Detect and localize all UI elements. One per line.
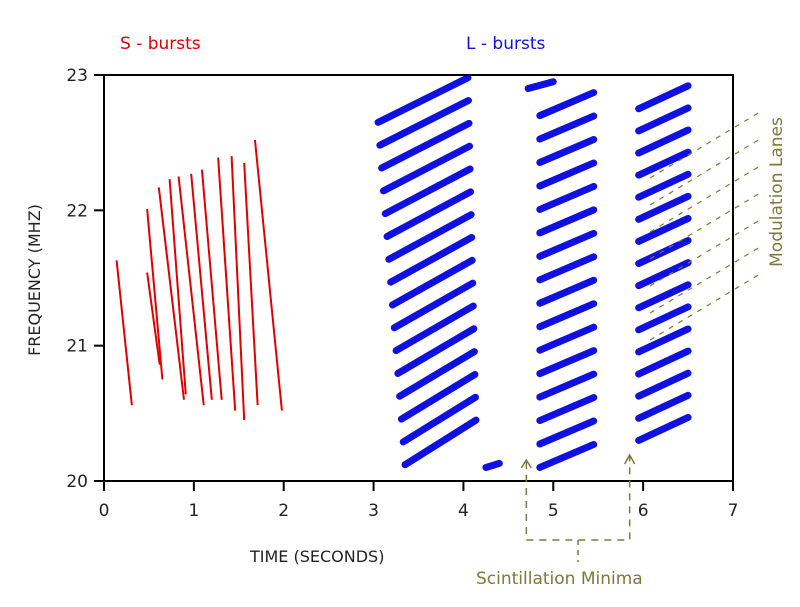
l-burst-stripe bbox=[635, 170, 692, 201]
y-tick-label: 23 bbox=[66, 66, 88, 86]
s-burst-line bbox=[146, 208, 164, 380]
s-burst-line bbox=[230, 156, 246, 421]
l-burst-stripe bbox=[635, 237, 692, 268]
l-burst-stripe bbox=[536, 206, 598, 237]
l-burst-stripe bbox=[536, 417, 598, 448]
l-burst-blob bbox=[482, 459, 503, 471]
y-tick-label: 22 bbox=[66, 201, 88, 221]
y-axis-label: FREQUENCY (MHZ) bbox=[25, 204, 44, 356]
s-burst-line bbox=[168, 179, 187, 395]
l-burst-stripe bbox=[536, 253, 598, 284]
l-burst-stripe bbox=[376, 97, 472, 149]
l-burst-stripe bbox=[381, 165, 474, 218]
l-burst-stripe bbox=[392, 302, 477, 355]
l-burst-stripe bbox=[387, 233, 476, 286]
l-burst-stripe bbox=[536, 370, 598, 401]
l-burst-stripe bbox=[635, 347, 692, 378]
l-burst-stripe bbox=[536, 229, 598, 260]
l-burst-stripe bbox=[399, 393, 479, 446]
l-burst-stripe bbox=[635, 303, 692, 334]
modulation-lane-pointer bbox=[649, 111, 761, 179]
modulation-lane-pointer bbox=[649, 246, 761, 314]
l-burst-stripe bbox=[396, 348, 478, 400]
s-burst-line bbox=[217, 157, 237, 411]
l-burst-stripe bbox=[379, 142, 474, 195]
l-burst-stripe bbox=[635, 391, 692, 422]
l-burst-stripe bbox=[536, 276, 598, 307]
s-burst-line bbox=[243, 162, 259, 406]
l-burst-stripe bbox=[536, 440, 598, 471]
s-burst-line bbox=[253, 139, 283, 411]
l-burst-stripe bbox=[374, 74, 472, 126]
modulation-lane-pointer bbox=[649, 138, 761, 206]
x-tick-label: 5 bbox=[548, 501, 559, 521]
l-burst-stripe bbox=[536, 347, 598, 378]
l-burst-stripe bbox=[635, 82, 692, 113]
l-burst-stripe bbox=[635, 104, 692, 135]
l-burst-stripe bbox=[388, 256, 476, 309]
x-tick-label: 4 bbox=[458, 501, 469, 521]
x-tick-label: 0 bbox=[99, 501, 110, 521]
scintillation-minima-label: Scintillation Minima bbox=[476, 569, 643, 589]
l-burst-stripe bbox=[401, 416, 480, 469]
x-tick-label: 1 bbox=[188, 501, 199, 521]
l-burst-stripe bbox=[635, 214, 692, 245]
l-burst-stripe bbox=[635, 148, 692, 179]
modulation-lane-pointer bbox=[649, 165, 761, 233]
y-tick-label: 21 bbox=[66, 337, 88, 357]
x-tick-label: 7 bbox=[728, 501, 739, 521]
l-burst-stripe bbox=[394, 325, 478, 377]
s-burst-line bbox=[190, 173, 213, 400]
l-burst-stripe bbox=[536, 323, 598, 354]
l-burst-stripe bbox=[536, 182, 598, 213]
l-burst-blob bbox=[524, 78, 557, 93]
modulation-lane-pointer bbox=[649, 273, 761, 341]
x-tick-label: 2 bbox=[278, 501, 289, 521]
l-burst-stripe bbox=[635, 325, 692, 356]
l-burst-stripe bbox=[635, 259, 692, 290]
l-burst-stripe bbox=[536, 136, 598, 167]
l-burst-stripe bbox=[383, 188, 475, 240]
plot-frame bbox=[103, 74, 734, 482]
arrowhead-icon bbox=[520, 453, 636, 469]
s-burst-line bbox=[115, 260, 133, 406]
legend-s-bursts: S - bursts bbox=[120, 34, 201, 54]
l-burst-stripe bbox=[635, 413, 692, 444]
l-burst-stripe bbox=[536, 159, 598, 190]
legend-l-bursts: L - bursts bbox=[466, 34, 545, 54]
l-burst-stripe bbox=[378, 119, 473, 172]
l-burst-stripe bbox=[397, 370, 479, 423]
y-tick-label: 20 bbox=[66, 472, 88, 492]
l-burst-stripe bbox=[635, 192, 692, 223]
x-tick-label: 6 bbox=[638, 501, 649, 521]
l-burst-stripe bbox=[536, 394, 598, 425]
x-tick-label: 3 bbox=[368, 501, 379, 521]
s-burst-line bbox=[157, 187, 185, 400]
l-burst-stripe bbox=[635, 369, 692, 400]
l-burst-stripe bbox=[536, 112, 598, 143]
scintillation-bracket bbox=[525, 455, 631, 541]
l-burst-stripe bbox=[536, 300, 598, 331]
s-burst-line bbox=[177, 176, 205, 406]
l-burst-stripe bbox=[385, 211, 475, 263]
s-burst-line bbox=[146, 272, 161, 365]
s-burst-line bbox=[200, 169, 223, 400]
x-axis-label: TIME (SECONDS) bbox=[249, 547, 384, 566]
l-burst-stripe bbox=[635, 281, 692, 312]
l-burst-stripe bbox=[536, 89, 598, 120]
l-burst-stripe bbox=[390, 279, 477, 332]
modulation-lanes-label: Modulation Lanes bbox=[767, 117, 787, 267]
l-burst-stripe bbox=[635, 126, 692, 157]
